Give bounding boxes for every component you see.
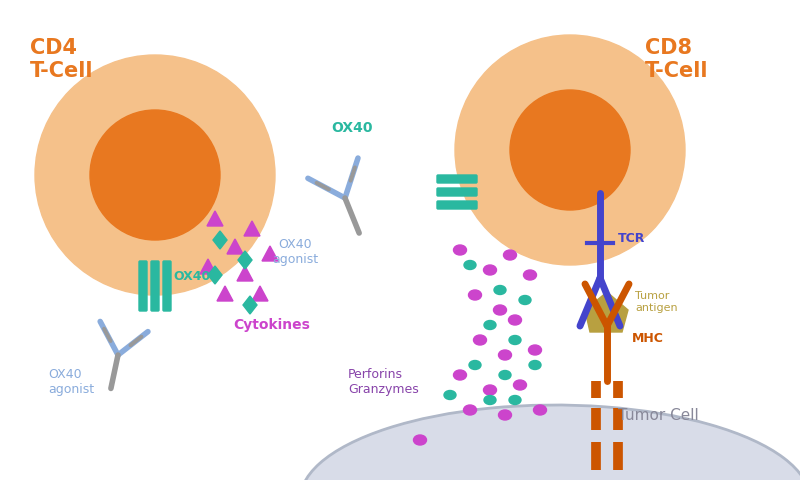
Text: Perforins
Granzymes: Perforins Granzymes <box>348 368 418 396</box>
FancyBboxPatch shape <box>151 261 159 311</box>
Ellipse shape <box>514 380 526 390</box>
Text: Tumor
antigen: Tumor antigen <box>635 291 678 313</box>
Text: Cytokines: Cytokines <box>234 318 310 332</box>
FancyBboxPatch shape <box>139 261 147 311</box>
Circle shape <box>455 35 685 265</box>
Polygon shape <box>243 296 257 314</box>
Ellipse shape <box>534 405 546 415</box>
Polygon shape <box>237 266 253 281</box>
Polygon shape <box>244 221 260 236</box>
Ellipse shape <box>523 270 537 280</box>
FancyBboxPatch shape <box>163 261 171 311</box>
Polygon shape <box>213 231 227 249</box>
Ellipse shape <box>519 296 531 304</box>
Ellipse shape <box>503 250 517 260</box>
Ellipse shape <box>469 360 481 370</box>
Text: TCR: TCR <box>618 231 646 244</box>
Text: Tumor Cell: Tumor Cell <box>618 408 698 422</box>
Text: CD4
T-Cell: CD4 T-Cell <box>30 38 94 81</box>
Ellipse shape <box>454 245 466 255</box>
Ellipse shape <box>498 410 511 420</box>
Ellipse shape <box>499 371 511 380</box>
Ellipse shape <box>474 335 486 345</box>
Ellipse shape <box>509 396 521 405</box>
Polygon shape <box>252 286 268 301</box>
Ellipse shape <box>300 405 800 480</box>
Text: OX40
agonist: OX40 agonist <box>48 368 94 396</box>
Circle shape <box>35 55 275 295</box>
Polygon shape <box>585 292 628 332</box>
Ellipse shape <box>464 261 476 269</box>
Ellipse shape <box>529 360 541 370</box>
Polygon shape <box>217 286 233 301</box>
FancyBboxPatch shape <box>437 188 477 196</box>
Polygon shape <box>208 266 222 284</box>
Text: OX40: OX40 <box>173 271 210 284</box>
Ellipse shape <box>444 391 456 399</box>
Ellipse shape <box>509 315 522 325</box>
Ellipse shape <box>509 336 521 345</box>
Ellipse shape <box>494 305 506 315</box>
Polygon shape <box>207 211 223 226</box>
FancyBboxPatch shape <box>437 201 477 209</box>
Text: CD8
T-Cell: CD8 T-Cell <box>645 38 709 81</box>
Polygon shape <box>238 251 252 269</box>
FancyBboxPatch shape <box>437 175 477 183</box>
Polygon shape <box>227 239 243 254</box>
Text: MHC: MHC <box>632 332 664 345</box>
Ellipse shape <box>469 290 482 300</box>
Ellipse shape <box>454 370 466 380</box>
Text: OX40
agonist: OX40 agonist <box>272 238 318 266</box>
Ellipse shape <box>484 321 496 329</box>
Polygon shape <box>262 246 278 261</box>
Text: OX40: OX40 <box>331 121 373 135</box>
Polygon shape <box>200 259 216 274</box>
Circle shape <box>90 110 220 240</box>
Ellipse shape <box>483 385 497 395</box>
Ellipse shape <box>463 405 477 415</box>
Ellipse shape <box>494 286 506 295</box>
Ellipse shape <box>414 435 426 445</box>
Ellipse shape <box>484 396 496 405</box>
Ellipse shape <box>483 265 497 275</box>
Circle shape <box>510 90 630 210</box>
Ellipse shape <box>498 350 511 360</box>
Ellipse shape <box>529 345 542 355</box>
